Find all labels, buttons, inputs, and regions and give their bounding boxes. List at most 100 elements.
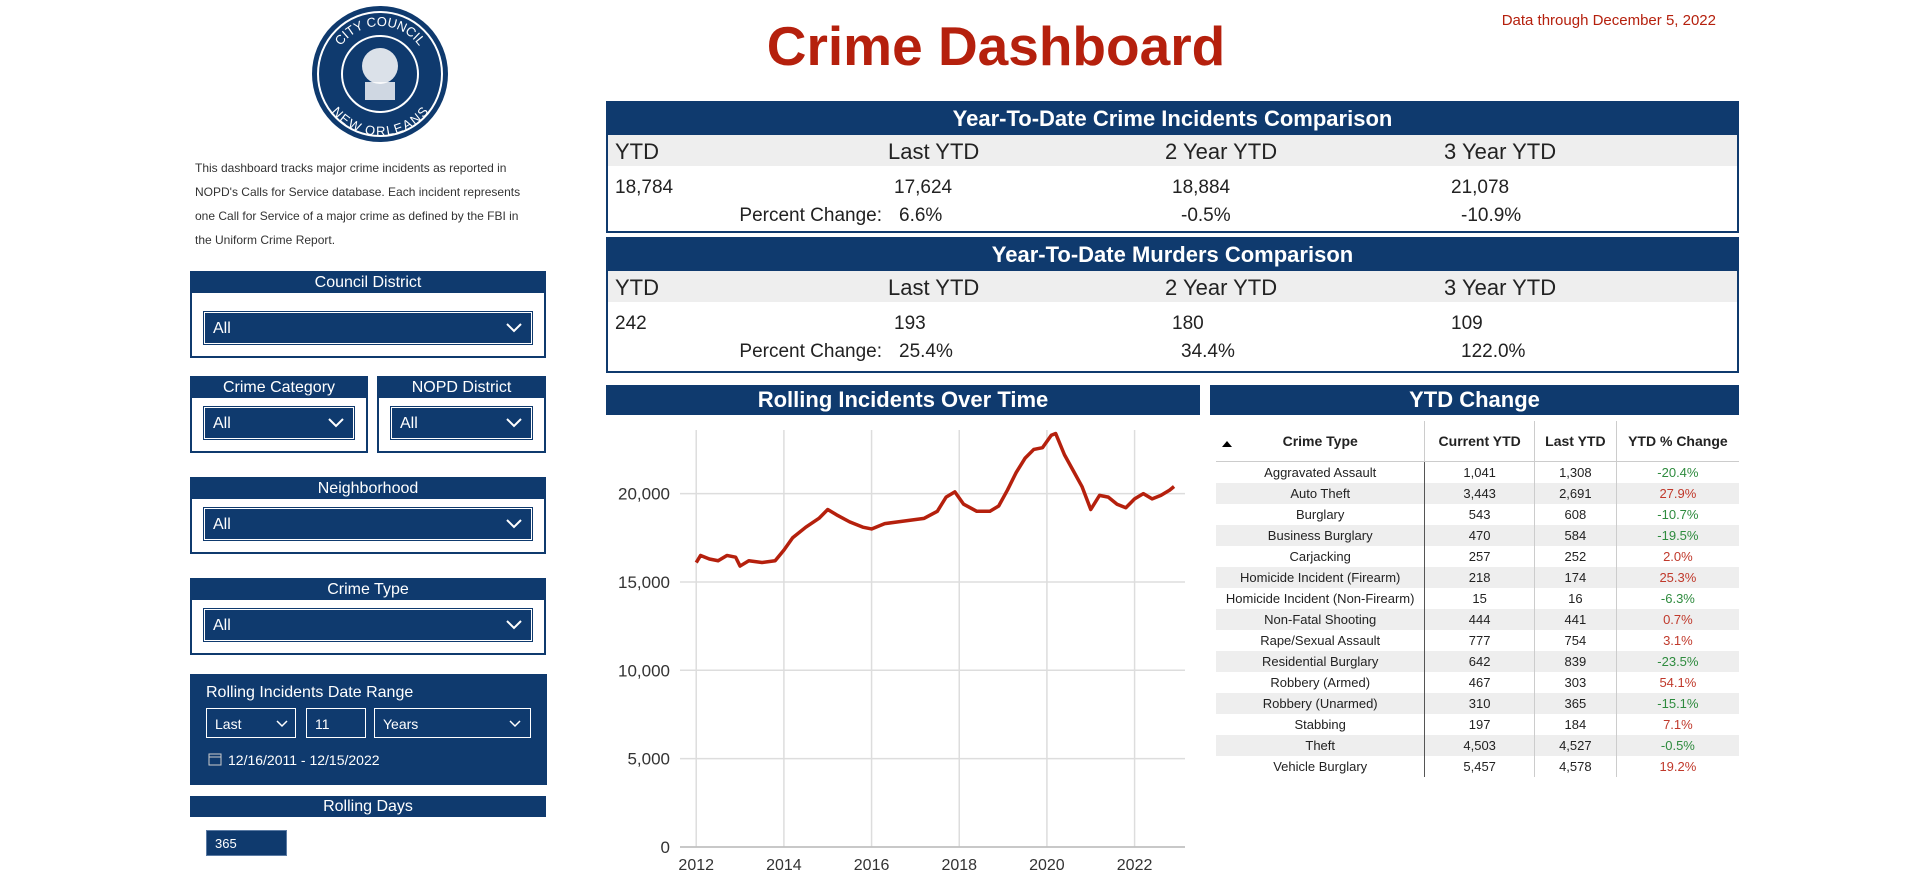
table-cell: 218 bbox=[1424, 567, 1535, 588]
ytd-change-table: Crime Type Current YTD Last YTD YTD % Chang… bbox=[1216, 421, 1739, 777]
table-cell: 754 bbox=[1534, 630, 1617, 651]
panel-title: Year-To-Date Murders Comparison bbox=[608, 239, 1737, 271]
count-input[interactable]: 11 bbox=[306, 708, 366, 738]
percent-change: -0.5% bbox=[1181, 205, 1231, 226]
table-cell: Robbery (Unarmed) bbox=[1216, 693, 1426, 714]
table-cell: -23.5% bbox=[1657, 654, 1699, 669]
value: 180 bbox=[1172, 313, 1204, 334]
data-line bbox=[694, 431, 1176, 568]
change-label: Percent Change: bbox=[739, 341, 882, 362]
dropdown-value: Years bbox=[383, 716, 419, 732]
dropdown[interactable]: All bbox=[390, 406, 533, 440]
table-cell: 15 bbox=[1424, 588, 1535, 609]
chevron bbox=[506, 418, 522, 428]
table-cell: 16 bbox=[1534, 588, 1617, 609]
filter-label: NOPD District bbox=[379, 378, 544, 398]
table-cell: Stabbing bbox=[1216, 714, 1426, 735]
dropdown[interactable]: All bbox=[203, 507, 533, 541]
table-cell: 252 bbox=[1534, 546, 1617, 567]
x-tick-label: 2014 bbox=[766, 857, 802, 874]
ytd-incidents-panel: Year-To-Date Crime Incidents Comparison Y… bbox=[606, 101, 1739, 233]
sort-arrow[interactable] bbox=[1222, 441, 1232, 447]
table-cell: Robbery (Armed) bbox=[1216, 672, 1426, 693]
nopd-district-filter: NOPD District All bbox=[377, 376, 546, 453]
value: 18,884 bbox=[1172, 177, 1231, 198]
crime-category-filter: Crime Category All bbox=[190, 376, 368, 453]
ytd-murders-panel: Year-To-Date Murders Comparison YTD Last Y… bbox=[606, 237, 1739, 373]
table-cell: 584 bbox=[1534, 525, 1617, 546]
table-cell: 543 bbox=[1424, 504, 1535, 525]
column-header: Last YTD bbox=[888, 139, 980, 164]
panel-title: Year-To-Date Crime Incidents Comparison bbox=[608, 103, 1737, 135]
percent-change: 122.0% bbox=[1461, 341, 1526, 362]
dropdown-value: All bbox=[213, 516, 231, 533]
table-cell: 441 bbox=[1534, 609, 1617, 630]
value: 17,624 bbox=[894, 177, 953, 198]
line-chart: 0 5,000 10,000 15,000 20,000 2012 2014 2016 2018… bbox=[618, 430, 1185, 874]
table-cell: 3.1% bbox=[1663, 633, 1693, 648]
value: 193 bbox=[894, 313, 926, 334]
chevron bbox=[276, 720, 288, 728]
table-cell: 365 bbox=[1534, 693, 1617, 714]
dropdown[interactable]: Last bbox=[206, 708, 296, 738]
y-tick-label: 15,000 bbox=[618, 573, 670, 592]
table-row: Theft 4,503 4,527 -0.5% bbox=[1216, 735, 1739, 756]
table-cell: Non-Fatal Shooting bbox=[1216, 609, 1426, 630]
table-cell: 470 bbox=[1424, 525, 1535, 546]
table-cell: -15.1% bbox=[1657, 696, 1699, 711]
dashboard-title: Crime Dashboard bbox=[766, 15, 1226, 77]
table-row: Vehicle Burglary 5,457 4,578 19.2% bbox=[1216, 756, 1739, 777]
table-cell: 4,527 bbox=[1534, 735, 1617, 756]
description: This dashboard tracks major crime incide… bbox=[195, 161, 521, 247]
table-cell: Burglary bbox=[1216, 504, 1426, 525]
table-row: Stabbing 197 184 7.1% bbox=[1216, 714, 1739, 735]
chevron bbox=[506, 519, 522, 529]
table-row: Carjacking 257 252 2.0% bbox=[1216, 546, 1739, 567]
table-row: Homicide Incident (Non-Firearm) 15 16 -6.3% bbox=[1216, 588, 1739, 609]
data-through: Data through December 5, 2022 bbox=[1501, 12, 1716, 29]
x-tick-label: 2018 bbox=[941, 857, 977, 874]
table-title: YTD Change bbox=[1210, 385, 1739, 415]
x-tick-label: 2020 bbox=[1029, 857, 1065, 874]
filter-label: Council District bbox=[192, 273, 544, 293]
dropdown[interactable]: All bbox=[203, 406, 355, 440]
table-cell: -10.7% bbox=[1657, 507, 1699, 522]
filter-label: Neighborhood bbox=[192, 479, 544, 499]
value: 21,078 bbox=[1451, 177, 1510, 198]
table-cell: 4,578 bbox=[1534, 756, 1617, 777]
change-label: Percent Change: bbox=[739, 205, 882, 226]
table-cell: -20.4% bbox=[1657, 465, 1699, 480]
column-header: YTD bbox=[615, 275, 659, 300]
table-cell: Homicide Incident (Non-Firearm) bbox=[1216, 588, 1426, 609]
x-tick-label: 2022 bbox=[1117, 857, 1153, 874]
percent-change: 6.6% bbox=[899, 205, 943, 226]
dropdown[interactable]: All bbox=[203, 311, 533, 345]
filter-label: Rolling Incidents Date Range bbox=[206, 684, 414, 701]
table-cell: 2,691 bbox=[1534, 483, 1617, 504]
table-cell: 197 bbox=[1424, 714, 1535, 735]
table-cell: Residential Burglary bbox=[1216, 651, 1426, 672]
column-header: Crime Type bbox=[1216, 421, 1426, 462]
table-cell: 5,457 bbox=[1424, 756, 1535, 777]
column-header: Last YTD bbox=[1534, 421, 1617, 462]
date-range-filter: Rolling Incidents Date Range Last 11 Yea… bbox=[190, 674, 547, 785]
dropdown[interactable]: Years bbox=[374, 708, 531, 738]
column-header: 2 Year YTD bbox=[1165, 275, 1278, 300]
y-tick-label: 20,000 bbox=[618, 485, 670, 504]
column-header: 3 Year YTD bbox=[1444, 275, 1557, 300]
table-cell: 839 bbox=[1534, 651, 1617, 672]
table-row: Robbery (Armed) 467 303 54.1% bbox=[1216, 672, 1739, 693]
dropdown[interactable]: All bbox=[203, 608, 533, 642]
table-cell: Auto Theft bbox=[1216, 483, 1426, 504]
dropdown-value: All bbox=[213, 415, 231, 432]
table-cell: 777 bbox=[1424, 630, 1535, 651]
y-tick-label: 10,000 bbox=[618, 661, 670, 680]
rolling-days-input[interactable]: 365 bbox=[206, 830, 287, 856]
column-header: Current YTD bbox=[1424, 421, 1535, 462]
chevron bbox=[506, 323, 522, 333]
table-cell: -0.5% bbox=[1660, 738, 1695, 753]
table-cell: 642 bbox=[1424, 651, 1535, 672]
ytd-change-panel: YTD Change Crime Type Current YTD Last YTD… bbox=[1210, 385, 1739, 777]
table-cell: 2.0% bbox=[1663, 549, 1693, 564]
council-district-filter: Council District All bbox=[190, 271, 546, 358]
